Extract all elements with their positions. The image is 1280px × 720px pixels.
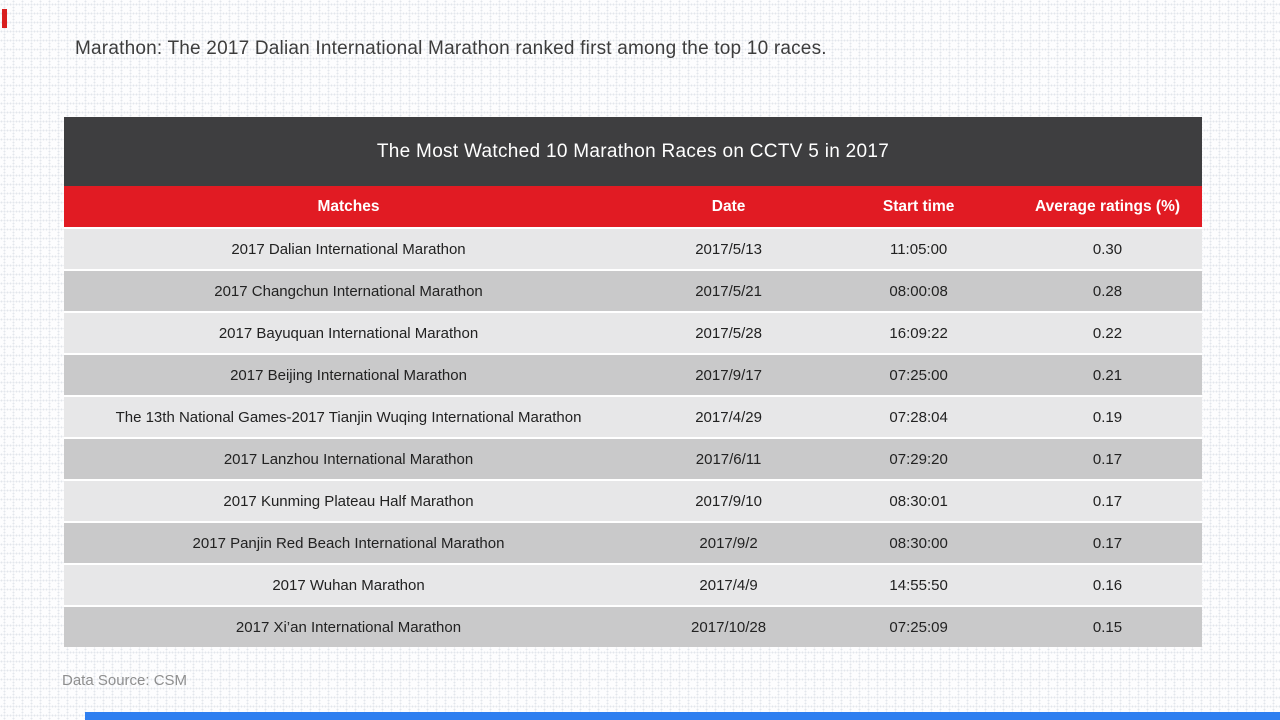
cell-rating: 0.15 <box>1092 618 1123 636</box>
cell-rating: 0.21 <box>1092 366 1123 384</box>
cell-match: 2017 Xi’an International Marathon <box>235 618 462 636</box>
cell-match: 2017 Changchun International Marathon <box>214 282 483 300</box>
cell-date: 2017/5/28 <box>695 324 762 342</box>
cell-start-time: 07:28:04 <box>889 408 948 426</box>
table-row: 2017 Changchun International Marathon 20… <box>64 271 1202 311</box>
cell-rating: 0.16 <box>1092 576 1123 594</box>
table-body: 2017 Dalian International Marathon 2017/… <box>64 229 1202 647</box>
cell-start-time: 08:30:01 <box>889 492 948 510</box>
cell-rating: 0.17 <box>1092 534 1123 552</box>
page-headline: Marathon: The 2017 Dalian International … <box>75 38 827 59</box>
column-header-matches: Matches <box>317 197 380 215</box>
cell-date: 2017/9/10 <box>695 492 762 510</box>
cell-match: 2017 Kunming Plateau Half Marathon <box>223 492 474 510</box>
red-corner-marker <box>2 9 7 28</box>
horizontal-scrollbar-thumb[interactable] <box>85 712 1280 720</box>
cell-rating: 0.19 <box>1092 408 1123 426</box>
cell-rating: 0.17 <box>1092 492 1123 510</box>
cell-start-time: 08:00:08 <box>889 282 948 300</box>
cell-date: 2017/5/21 <box>695 282 762 300</box>
table-row: 2017 Xi’an International Marathon 2017/1… <box>64 607 1202 647</box>
table-title: The Most Watched 10 Marathon Races on CC… <box>64 117 1202 186</box>
cell-date: 2017/6/11 <box>695 450 762 468</box>
cell-rating: 0.22 <box>1092 324 1123 342</box>
cell-start-time: 07:29:20 <box>889 450 948 468</box>
cell-match: 2017 Lanzhou International Marathon <box>223 450 474 468</box>
table-row: 2017 Panjin Red Beach International Mara… <box>64 523 1202 563</box>
table-row: 2017 Beijing International Marathon 2017… <box>64 355 1202 395</box>
cell-date: 2017/9/17 <box>695 366 762 384</box>
column-header-average-ratings: Average ratings (%) <box>1035 197 1181 215</box>
cell-rating: 0.28 <box>1092 282 1123 300</box>
table-row: 2017 Bayuquan International Marathon 201… <box>64 313 1202 353</box>
cell-match: The 13th National Games-2017 Tianjin Wuq… <box>115 408 582 426</box>
cell-match: 2017 Bayuquan International Marathon <box>218 324 479 342</box>
cell-date: 2017/5/13 <box>695 240 762 258</box>
cell-date: 2017/4/9 <box>699 576 758 594</box>
cell-match: 2017 Dalian International Marathon <box>231 240 466 258</box>
table-row: 2017 Lanzhou International Marathon 2017… <box>64 439 1202 479</box>
data-source-note: Data Source: CSM <box>62 672 188 689</box>
cell-start-time: 16:09:22 <box>889 324 948 342</box>
cell-match: 2017 Wuhan Marathon <box>272 576 425 594</box>
cell-date: 2017/9/2 <box>699 534 758 552</box>
cell-start-time: 07:25:00 <box>889 366 948 384</box>
cell-match: 2017 Panjin Red Beach International Mara… <box>192 534 505 552</box>
cell-date: 2017/4/29 <box>695 408 762 426</box>
column-header-start-time: Start time <box>882 197 955 215</box>
table-row: 2017 Wuhan Marathon 2017/4/9 14:55:50 0.… <box>64 565 1202 605</box>
table-row: 2017 Dalian International Marathon 2017/… <box>64 229 1202 269</box>
cell-start-time: 11:05:00 <box>889 240 948 258</box>
column-header-date: Date <box>711 197 746 215</box>
ratings-table: The Most Watched 10 Marathon Races on CC… <box>64 117 1202 647</box>
cell-date: 2017/10/28 <box>691 618 767 636</box>
cell-start-time: 14:55:50 <box>889 576 948 594</box>
cell-start-time: 07:25:09 <box>889 618 948 636</box>
cell-match: 2017 Beijing International Marathon <box>230 366 467 384</box>
cell-start-time: 08:30:00 <box>889 534 948 552</box>
cell-rating: 0.30 <box>1092 240 1123 258</box>
table-row: The 13th National Games-2017 Tianjin Wuq… <box>64 397 1202 437</box>
table-row: 2017 Kunming Plateau Half Marathon 2017/… <box>64 481 1202 521</box>
cell-rating: 0.17 <box>1092 450 1123 468</box>
table-header-row: Matches Date Start time Average ratings … <box>64 186 1202 227</box>
